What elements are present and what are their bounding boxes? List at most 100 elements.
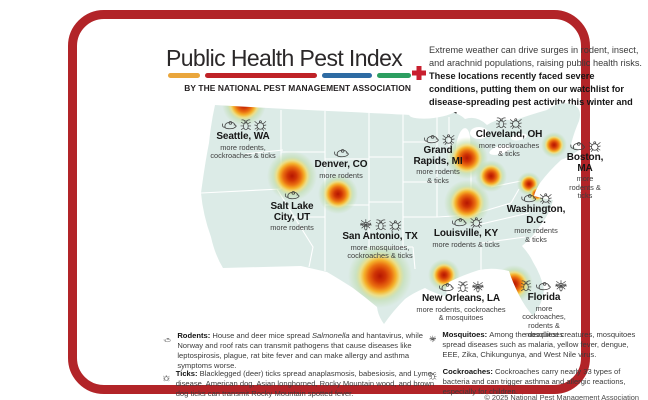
logo-subtitle: BY THE NATIONAL PEST MANAGEMENT ASSOCIAT…	[184, 83, 411, 93]
copyright-text: © 2025 National Pest Management Associat…	[484, 393, 639, 400]
heatmap-hotspot	[541, 132, 567, 158]
city-marker-grand-rapids: Grand Rapids, MI more rodents & ticks	[413, 133, 463, 185]
city-pest-icons	[432, 216, 499, 228]
city-description: more rodents & ticks	[514, 226, 558, 244]
city-pest-icons	[476, 117, 543, 129]
city-pest-icons	[507, 192, 566, 204]
city-pest-icons	[342, 219, 417, 231]
rodent-icon	[220, 119, 237, 131]
rodent-icon	[332, 147, 349, 159]
us-map	[201, 103, 580, 324]
heatmap-hotspot	[267, 151, 317, 201]
heatmap-hotspot	[444, 180, 490, 226]
city-marker-new-orleans: New Orleans, LA more rodents, cockroaches…	[416, 281, 506, 323]
legend-text-part: Cockroaches carry nearly 33 types of bac…	[442, 367, 626, 397]
cockroach-icon	[457, 281, 468, 293]
city-marker-boston: Boston, MA more rodents & ticks	[566, 140, 604, 201]
city-marker-washington-dc: Washington, D.C. more rodents & ticks	[507, 192, 566, 244]
rodent-icon	[163, 331, 171, 349]
city-pest-icons	[521, 280, 568, 292]
logo-bar-1	[205, 73, 317, 78]
logo-bar-3	[377, 73, 411, 78]
tick-icon	[510, 117, 522, 129]
city-pest-icons	[270, 189, 314, 201]
city-pest-icons	[413, 133, 462, 145]
city-marker-florida: Florida more cockroaches, rodents & mosqu…	[521, 280, 568, 339]
rodent-icon	[569, 140, 586, 152]
legend-text-cockroaches: Cockroaches: Cockroaches carry nearly 33…	[442, 367, 626, 397]
heatmap-hotspot	[348, 244, 412, 308]
rodent-icon	[422, 133, 439, 145]
logo-bar-0	[168, 73, 200, 78]
city-name: Florida	[527, 292, 561, 303]
city-name: Grand Rapids, MI	[413, 145, 463, 167]
city-marker-seattle: Seattle, WA more rodents, cockroaches & t…	[210, 119, 276, 161]
tick-icon	[389, 219, 401, 231]
rodent-icon	[450, 216, 467, 228]
legend-text-part: Blacklegged (deer) ticks spread anaplasm…	[175, 369, 435, 399]
city-marker-cleveland: Cleveland, OH more cockroaches & ticks	[475, 117, 543, 159]
city-description: more mosquitoes, cockroaches & ticks	[347, 242, 413, 261]
rodent-icon	[535, 280, 552, 292]
city-name: Boston, MA	[566, 152, 604, 174]
tick-icon	[442, 133, 454, 145]
tick-icon	[589, 140, 601, 152]
logo-bar-2	[322, 73, 372, 78]
mosquito-icon	[555, 280, 568, 292]
infographic-card: Public Health Pest Index BY THE NATIONAL…	[68, 10, 642, 400]
city-marker-louisville: Louisville, KY more rodents & ticks	[432, 216, 500, 249]
city-name: New Orleans, LA	[422, 293, 500, 304]
tick-icon	[163, 369, 170, 387]
city-name: Seattle, WA	[216, 131, 270, 142]
rodent-icon	[520, 192, 537, 204]
legend-item-ticks: Ticks: Blacklegged (deer) ticks spread a…	[163, 369, 435, 399]
heatmap-hotspot	[475, 160, 507, 192]
city-name: Salt Lake City, UT	[270, 201, 314, 223]
city-marker-salt-lake-city: Salt Lake City, UT more rodents	[270, 189, 314, 233]
city-description: more cockroaches, rodents & mosquitoes	[522, 303, 566, 339]
city-description: more rodents, cockroaches & ticks	[210, 142, 276, 161]
city-description: more rodents	[319, 170, 363, 180]
cockroach-icon	[429, 367, 437, 385]
tick-icon	[254, 119, 266, 131]
city-description: more rodents, cockroaches & mosquitoes	[416, 304, 506, 323]
legend-item-rodents: Rodents: House and deer mice spread Salm…	[163, 331, 431, 371]
rodent-icon	[283, 189, 300, 201]
city-description: more rodents & ticks	[416, 167, 460, 185]
city-description: more rodents & ticks	[432, 239, 500, 249]
cockroach-icon	[375, 219, 386, 231]
legend-text-ticks: Ticks: Blacklegged (deer) ticks spread a…	[175, 369, 435, 399]
city-name: Denver, CO	[314, 159, 368, 170]
cockroach-icon	[496, 117, 507, 129]
cockroach-icon	[240, 119, 251, 131]
city-description: more rodents	[270, 223, 314, 232]
legend-text-rodents: Rodents: House and deer mice spread Salm…	[177, 331, 423, 371]
city-description: more cockroaches & ticks	[478, 140, 540, 159]
city-marker-denver: Denver, CO more rodents	[315, 147, 368, 180]
city-name: Louisville, KY	[433, 228, 499, 239]
mosquito-icon	[359, 219, 372, 231]
rodent-icon	[437, 281, 454, 293]
logo-color-bars	[168, 73, 411, 78]
mosquito-icon	[471, 281, 484, 293]
heatmap-hotspot	[318, 174, 358, 214]
city-pest-icons	[416, 281, 505, 293]
city-marker-san-antonio: San Antonio, TX more mosquitoes, cockroac…	[342, 219, 418, 261]
city-name: Cleveland, OH	[475, 129, 543, 140]
legend-text-mosquitoes: Mosquitoes: Among the deadliest creature…	[442, 330, 636, 360]
cockroach-icon	[521, 280, 532, 292]
tick-icon	[540, 192, 552, 204]
legend-item-mosquitoes: Mosquitoes: Among the deadliest creature…	[429, 330, 647, 360]
city-name: San Antonio, TX	[342, 231, 418, 242]
intro-text-normal: Extreme weather can drive surges in rode…	[429, 45, 642, 68]
medical-cross-icon	[412, 66, 426, 80]
city-pest-icons	[210, 119, 275, 131]
city-pest-icons	[567, 140, 604, 152]
legend-text-part: House and deer mice spread	[212, 331, 312, 340]
legend-text-part: Among the deadliest creatures, mosquitoe…	[442, 330, 636, 360]
tick-icon	[470, 216, 482, 228]
legend-text-part: and hantavirus, while Norway and roof ra…	[177, 331, 423, 371]
city-pest-icons	[315, 147, 368, 159]
city-description: more rodents & ticks	[569, 174, 601, 201]
